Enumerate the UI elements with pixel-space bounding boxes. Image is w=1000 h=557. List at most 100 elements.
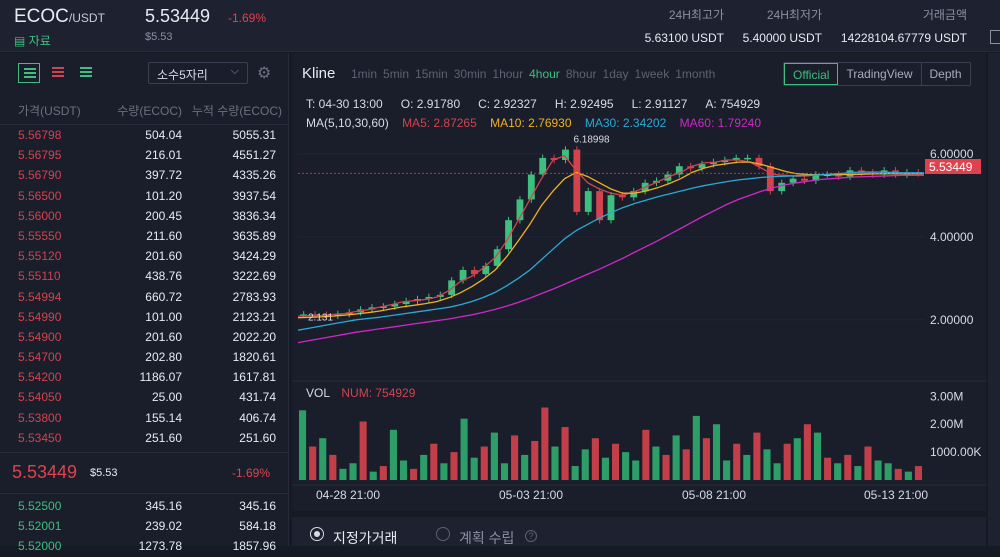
tab-view-official[interactable]: Official	[784, 63, 839, 85]
volume-bar	[642, 429, 650, 480]
total-cell: 5055.31	[232, 128, 276, 142]
volume-bar	[541, 407, 549, 480]
volume-bar	[450, 452, 458, 480]
candle-body	[391, 304, 399, 307]
volume-bar	[612, 443, 620, 480]
tab-interval-5min[interactable]: 5min	[383, 67, 410, 81]
volume-bar	[702, 438, 710, 480]
ask-row[interactable]: 5.54700 202.80 1820.61	[0, 347, 288, 367]
volume-bar	[834, 463, 842, 480]
candle-body	[516, 199, 524, 221]
volume-bar	[803, 424, 811, 480]
volume-bar	[652, 446, 660, 480]
volume-bar	[813, 432, 822, 480]
volume-bar	[359, 421, 367, 480]
volume-bar	[904, 471, 912, 480]
ask-row[interactable]: 5.55120 201.60 3424.29	[0, 246, 288, 266]
candle-body	[698, 164, 706, 169]
ask-row[interactable]: 5.56790 397.72 4335.26	[0, 165, 288, 185]
amount-cell: 211.60	[146, 228, 182, 243]
limit-order-radio[interactable]	[310, 527, 324, 541]
amount-cell: 101.20	[145, 188, 182, 203]
help-icon[interactable]: ?	[525, 530, 537, 542]
volume-bar	[369, 471, 377, 480]
volume-bar	[470, 457, 478, 480]
x-tick-label: 04-28 21:00	[316, 488, 380, 502]
view-both-button[interactable]	[18, 63, 40, 83]
ask-row[interactable]: 5.56000 200.45 3836.34	[0, 206, 288, 226]
amount-cell: 345.16	[145, 499, 182, 513]
candle-body	[755, 157, 763, 167]
ask-row[interactable]: 5.54200 1186.07 1617.81	[0, 367, 288, 387]
amount-cell: 239.02	[145, 519, 182, 534]
fullscreen-icon[interactable]	[990, 30, 1000, 44]
candle-body	[459, 269, 467, 281]
amount-cell: 251.60	[145, 430, 182, 445]
ma-line-ma30	[297, 171, 924, 331]
ask-row[interactable]: 5.55550 211.60 3635.89	[0, 226, 288, 246]
order-book-header: 가격(USDT) 수량(ECOC) 누적 수량(ECOC)	[0, 95, 288, 125]
volume-bar	[743, 454, 751, 480]
volume-bar	[460, 418, 468, 480]
ma-line-ma10	[297, 161, 924, 319]
volume-bar	[490, 432, 498, 480]
kline-chart[interactable]: 6.00000 4.00000 2.00000 3.00M 2.00M 1000.00K 0…	[292, 53, 986, 511]
ask-row[interactable]: 5.56798 504.04 5055.31	[0, 125, 288, 145]
tab-interval-1day[interactable]: 1day	[602, 67, 629, 81]
tab-view-tradingview[interactable]: TradingView	[838, 63, 922, 85]
tab-limit-order[interactable]: 지정가거래	[333, 530, 398, 546]
tab-view-depth[interactable]: Depth	[929, 67, 962, 81]
plan-order-radio[interactable]	[436, 527, 450, 541]
volume-bar	[440, 463, 448, 480]
price-cell: 5.54990	[18, 309, 62, 324]
volume-bar	[319, 438, 327, 480]
ask-row[interactable]: 5.55110 438.76 3222.69	[0, 266, 288, 286]
tab-interval-15min[interactable]: 15min	[415, 67, 448, 81]
candle-body	[493, 249, 501, 266]
tab-plan-order[interactable]: 계획 수립	[459, 530, 515, 546]
bid-list: 5.52500 345.16 345.16 5.52001 239.02 584.18 5.…	[0, 496, 288, 557]
bid-row[interactable]: 5.52500 345.16 345.16	[0, 496, 288, 516]
tab-interval-4hour[interactable]: 4hour	[529, 67, 560, 81]
tab-interval-8hour[interactable]: 8hour	[565, 67, 597, 81]
candle-body	[835, 174, 843, 177]
info-link[interactable]: ▤ 자료	[14, 34, 51, 48]
ask-row[interactable]: 5.54990 101.00 2123.21	[0, 307, 288, 327]
candle-body	[618, 195, 626, 198]
total-cell: 1820.61	[232, 350, 276, 365]
tab-interval-1month[interactable]: 1month	[675, 67, 716, 81]
tab-interval-30min[interactable]: 30min	[453, 67, 487, 81]
price-cell: 5.56790	[18, 168, 62, 183]
ask-row[interactable]: 5.54050 25.00 431.74	[0, 387, 288, 407]
view-bids-button[interactable]	[75, 63, 97, 83]
gear-icon[interactable]: ⚙	[257, 65, 272, 82]
tab-interval-1min[interactable]: 1min	[351, 67, 378, 81]
amount-cell: 25.00	[151, 390, 182, 405]
pair-title: ECOC/USDT	[14, 6, 105, 27]
ask-row[interactable]: 5.53450 251.60 251.60	[0, 428, 288, 448]
bid-row[interactable]: 5.52001 239.02 584.18	[0, 516, 288, 536]
amount-cell: 397.72	[145, 168, 182, 183]
ask-row[interactable]: 5.56500 101.20 3937.54	[0, 186, 288, 206]
volume-bar	[793, 438, 801, 480]
volume-bar	[561, 427, 569, 480]
bid-row[interactable]: 5.52000 1273.78 1857.96	[0, 536, 288, 556]
market-header: ECOC/USDT ▤ 자료 5.53449 -1.69% $5.53 24H최…	[0, 0, 1000, 52]
ask-row[interactable]: 5.54994 660.72 2783.93	[0, 287, 288, 307]
view-asks-button[interactable]	[47, 63, 69, 83]
volume-bar	[511, 435, 519, 480]
tab-interval-1hour[interactable]: 1hour	[492, 67, 524, 81]
decimals-select[interactable]: 소수5자리 ⌵	[148, 62, 248, 84]
total-cell: 3836.34	[232, 208, 276, 223]
total-cell: 3635.89	[232, 228, 276, 243]
ask-row[interactable]: 5.53800 155.14 406.74	[0, 408, 288, 428]
volume-bar	[692, 415, 700, 480]
amount-cell: 1273.78	[138, 539, 182, 554]
tab-interval-1week[interactable]: 1week	[634, 67, 670, 81]
ask-row[interactable]: 5.56795 216.01 4551.27	[0, 145, 288, 165]
volume-bar	[480, 446, 488, 480]
candle-body	[778, 182, 786, 192]
volume-bar	[622, 452, 630, 480]
order-book: 소수5자리 ⌵ ⚙ 가격(USDT) 수량(ECOC) 누적 수량(ECOC) …	[0, 53, 289, 553]
ask-row[interactable]: 5.54900 201.60 2022.20	[0, 327, 288, 347]
